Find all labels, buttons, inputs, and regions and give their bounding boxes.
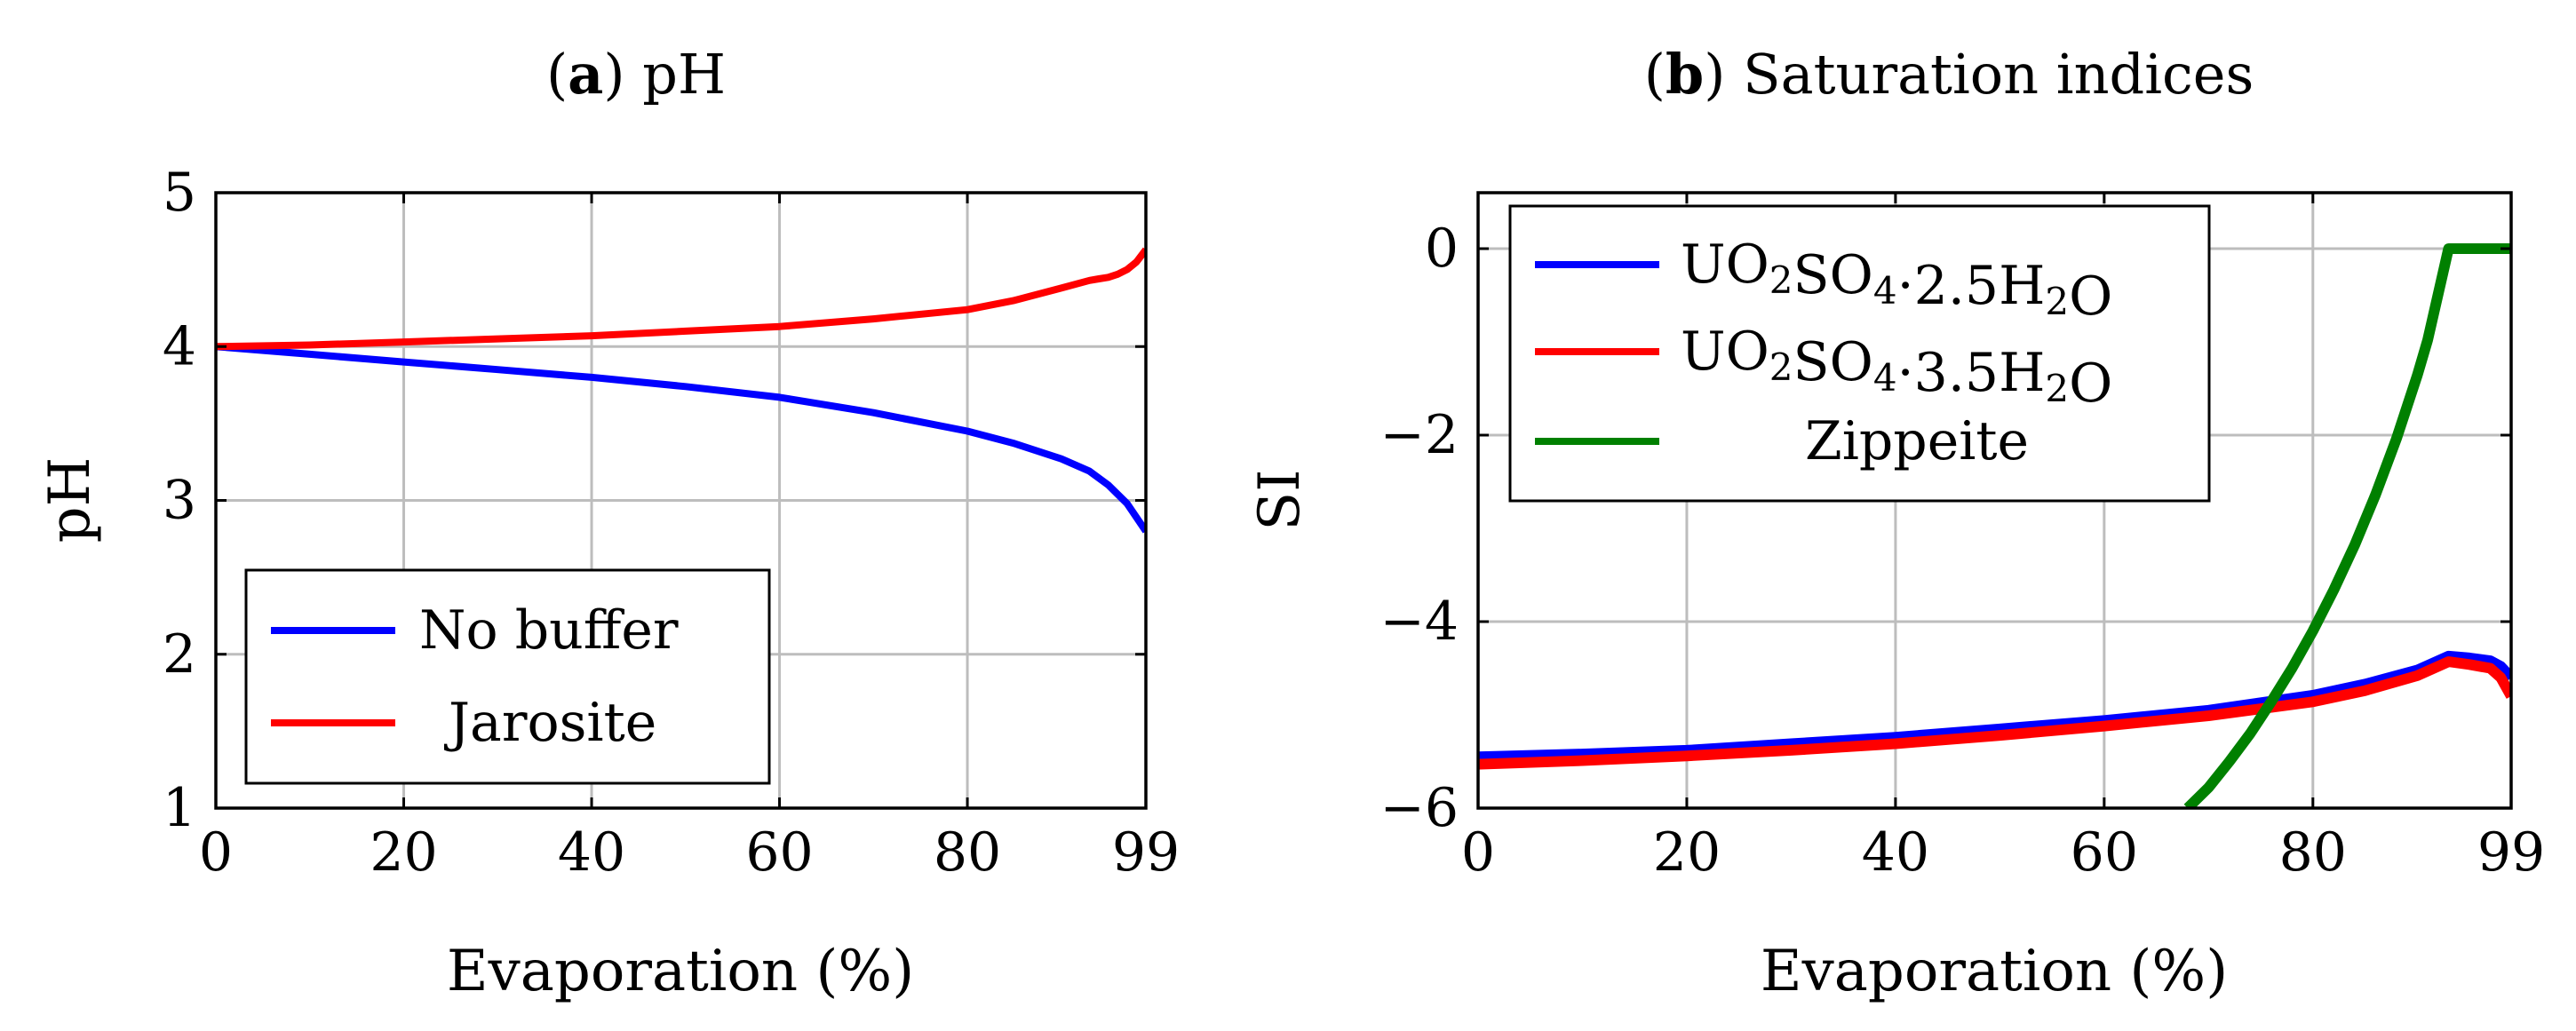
panel-b-xtick-label: 99 [2477, 821, 2545, 884]
panel-b-series-zippeite [2183, 243, 2511, 808]
panel-a-xlabel: Evaporation (%) [447, 939, 914, 1004]
panel-a-xtick-label: 20 [370, 821, 437, 884]
panel-b-ytick-label: −2 [1380, 404, 1459, 466]
panel-a-xtick-label: 40 [558, 821, 625, 884]
panel-a-legend-box [244, 568, 771, 785]
panel-a-ytick-label: 1 [163, 777, 196, 839]
panel-a-title: (a) pH [546, 42, 726, 107]
legend-label-zippeite: Zippeite [1805, 410, 2029, 472]
legend-label-uo2so4-3-5h2o: UO2SO4·3.5H2O [1681, 321, 2112, 415]
panel-b: (b) Saturation indices 0 20 40 60 80 99 0 −2 −4 −… [1247, 42, 2545, 1004]
legend-label-jarosite: Jarosite [443, 692, 656, 754]
panel-b-ytick-label: −4 [1380, 591, 1459, 653]
panel-a-ylabel: pH [37, 457, 103, 543]
legend-label-no-buffer: No buffer [419, 599, 679, 662]
panel-a-ytick-label: 4 [163, 315, 196, 377]
panel-b-series-uo2so4-2-5h2o [1478, 650, 2511, 763]
panel-a-lines [216, 247, 1146, 534]
panel-b-xtick-label: 80 [2279, 821, 2347, 884]
panel-a-legend: No buffer Jarosite [244, 568, 771, 785]
panel-a-series-no-buffer [216, 343, 1146, 534]
panel-b-legend: UO2SO4·2.5H2O UO2SO4·3.5H2O Zippeite [1508, 204, 2211, 503]
panel-a-ytick-label: 5 [163, 162, 196, 224]
panel-b-ylabel: SI [1247, 469, 1313, 530]
panel-a-xtick-label: 60 [745, 821, 813, 884]
panel-b-xtick-label: 20 [1653, 821, 1721, 884]
panel-a-ticks: 0 20 40 60 80 99 1 2 3 4 5 [163, 162, 1180, 884]
panel-b-ticks: 0 20 40 60 80 99 0 −2 −4 −6 [1380, 193, 2545, 884]
legend-label-uo2so4-2-5h2o: UO2SO4·2.5H2O [1681, 234, 2112, 328]
panel-b-xlabel: Evaporation (%) [1761, 939, 2228, 1004]
panel-b-title: (b) Saturation indices [1644, 42, 2254, 107]
panel-b-xtick-label: 60 [2071, 821, 2138, 884]
panel-b-xtick-label: 40 [1862, 821, 1929, 884]
panel-b-ytick-label: −6 [1380, 777, 1459, 839]
panel-b-xtick-label: 0 [1461, 821, 1495, 884]
panel-b-frame [1476, 191, 2513, 810]
panel-a-series-jarosite [216, 247, 1146, 351]
panel-a-xtick-label: 0 [199, 821, 233, 884]
panel-b-ytick-label: 0 [1425, 218, 1459, 280]
panel-a-xtick-label: 80 [934, 821, 1001, 884]
panel-a-ytick-label: 2 [163, 623, 196, 686]
panel-a-xtick-label: 99 [1112, 821, 1180, 884]
panel-a-ytick-label: 3 [163, 470, 196, 532]
panel-b-lines [1478, 243, 2511, 808]
